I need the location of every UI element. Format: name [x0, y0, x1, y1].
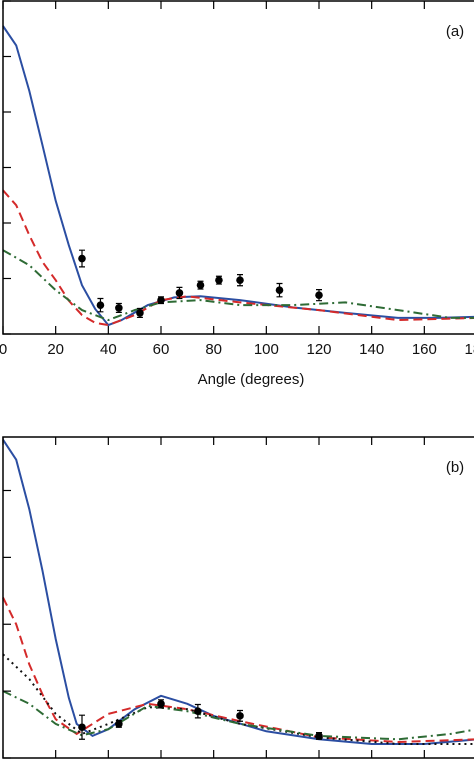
x-tick-label: 120 [306, 341, 331, 358]
x-tick-label: 60 [153, 341, 170, 358]
x-tick-label: 160 [412, 341, 437, 358]
data-point [236, 276, 244, 284]
curve [2, 653, 474, 745]
data-point [175, 289, 184, 297]
data-point [315, 732, 323, 740]
data-point [315, 291, 323, 299]
curve [2, 189, 474, 327]
x-axis-label: Angle (degrees) [198, 371, 305, 388]
curve [2, 690, 474, 741]
data-point [78, 723, 86, 732]
x-tick-label: 0 [0, 341, 7, 358]
x-tick-label: 180 [464, 341, 474, 358]
data-point [96, 301, 105, 309]
data-point [194, 707, 202, 715]
curve [2, 439, 474, 745]
x-tick-label: 80 [205, 341, 222, 358]
x-tick-label: 140 [359, 341, 384, 358]
data-point [196, 281, 205, 289]
curve [2, 597, 474, 744]
x-tick-label: 20 [47, 341, 64, 358]
panel-label: (a) [446, 23, 464, 40]
curve [2, 249, 474, 322]
plot-frame [2, 0, 474, 335]
data-point [136, 309, 144, 317]
data-point [215, 276, 223, 284]
x-tick-label: 100 [254, 341, 279, 358]
data-point [115, 720, 123, 728]
data-point [236, 712, 244, 720]
data-point [157, 296, 165, 304]
data-point [275, 286, 284, 294]
data-point [78, 254, 86, 263]
panel-label: (b) [446, 459, 464, 476]
plot-frame [2, 436, 474, 759]
data-point [157, 700, 165, 708]
data-point [115, 304, 123, 312]
x-tick-label: 40 [100, 341, 117, 358]
